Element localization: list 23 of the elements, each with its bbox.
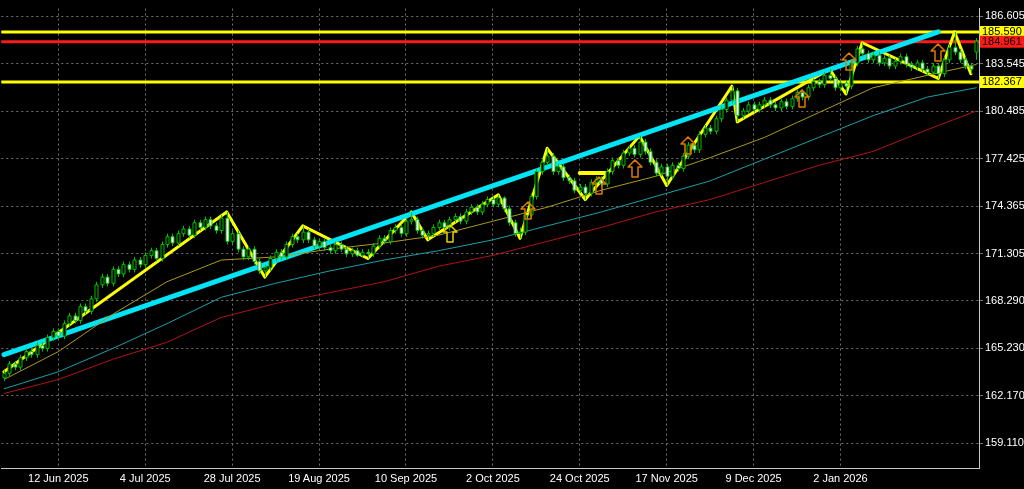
x-tick-label: 28 Jul 2025 — [203, 471, 261, 484]
y-tick-label: 168.290 — [985, 293, 1024, 306]
y-tick-label: 180.485 — [985, 104, 1024, 117]
y-tick-label: 186.605 — [985, 9, 1024, 22]
x-tick-label: 2 Jan 2026 — [813, 471, 868, 484]
x-tick-label: 4 Jul 2025 — [119, 471, 171, 484]
y-tick-label: 159.110 — [985, 436, 1024, 449]
y-tick-label: 183.545 — [985, 56, 1024, 69]
x-tick-label: 24 Oct 2025 — [549, 471, 610, 484]
y-tick-label: 162.170 — [985, 388, 1024, 401]
x-tick-label: 17 Nov 2025 — [635, 471, 698, 484]
x-tick-label: 12 Jun 2025 — [28, 471, 89, 484]
ref-line-label: 182.367 — [982, 75, 1022, 88]
y-tick-label: 165.230 — [985, 341, 1024, 354]
y-tick-label: 171.305 — [985, 246, 1024, 259]
x-tick-label: 2 Oct 2025 — [465, 471, 520, 484]
y-tick-label: 177.425 — [985, 151, 1024, 164]
y-tick-label: 174.365 — [985, 199, 1024, 212]
ref-line-label: 184.961 — [982, 34, 1022, 47]
x-tick-label: 10 Sep 2025 — [374, 471, 438, 484]
x-tick-label: 19 Aug 2025 — [288, 471, 350, 484]
x-tick-label: 9 Dec 2025 — [725, 471, 782, 484]
ref-line-label: 185.590 — [982, 25, 1022, 38]
